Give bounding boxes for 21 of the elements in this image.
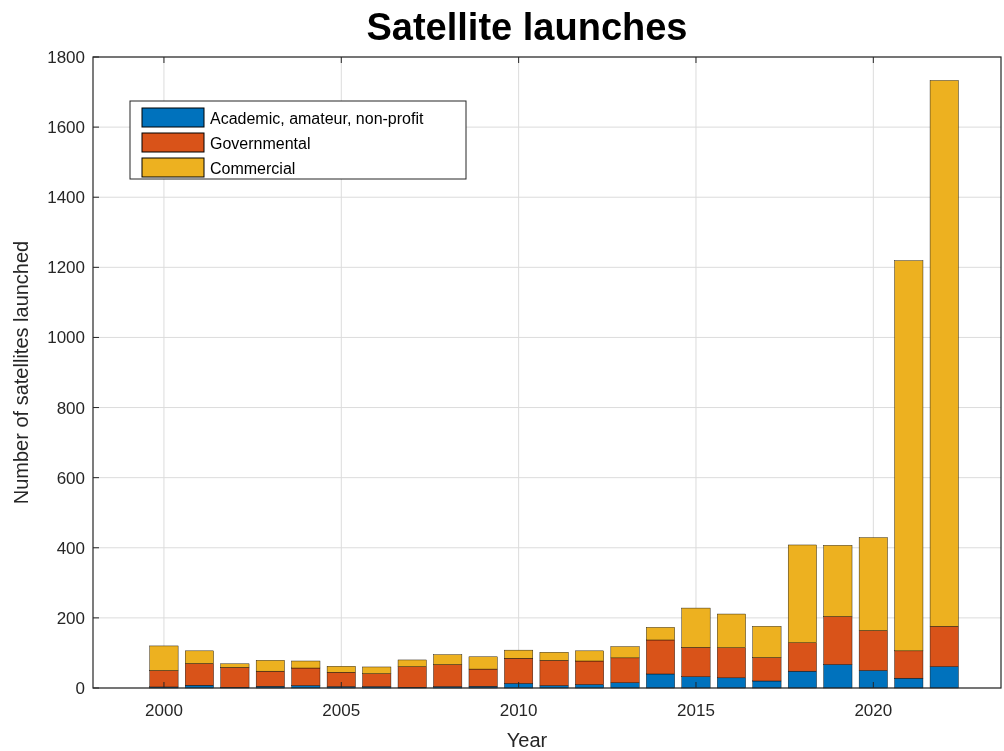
- y-tick-label: 1400: [47, 188, 85, 208]
- y-tick-label: 0: [75, 678, 85, 698]
- x-tick-label: 2020: [854, 701, 893, 720]
- y-tick-label: 600: [56, 468, 85, 488]
- x-tick-label: 2000: [145, 701, 183, 720]
- y-axis-title: Number of satellites launched: [10, 240, 32, 505]
- x-tick-label: 2005: [322, 701, 361, 720]
- y-tick-label: 200: [56, 608, 85, 628]
- y-tick-label: 1000: [47, 328, 85, 348]
- y-tick-label: 400: [56, 538, 85, 558]
- x-tick-label: 2010: [499, 701, 538, 720]
- y-tick-label: 1800: [47, 47, 85, 67]
- x-tick-label: 2015: [677, 701, 715, 720]
- y-tick-label: 800: [56, 398, 85, 418]
- legend-label: Commercial: [210, 159, 296, 177]
- legend-label: Academic, amateur, non-profit: [210, 109, 424, 127]
- y-tick-label: 1200: [47, 258, 85, 278]
- legend-label: Governmental: [210, 134, 311, 152]
- chart-title: Satellite launches: [366, 6, 688, 48]
- y-tick-label: 1600: [47, 118, 85, 138]
- x-axis-title: Year: [506, 729, 548, 751]
